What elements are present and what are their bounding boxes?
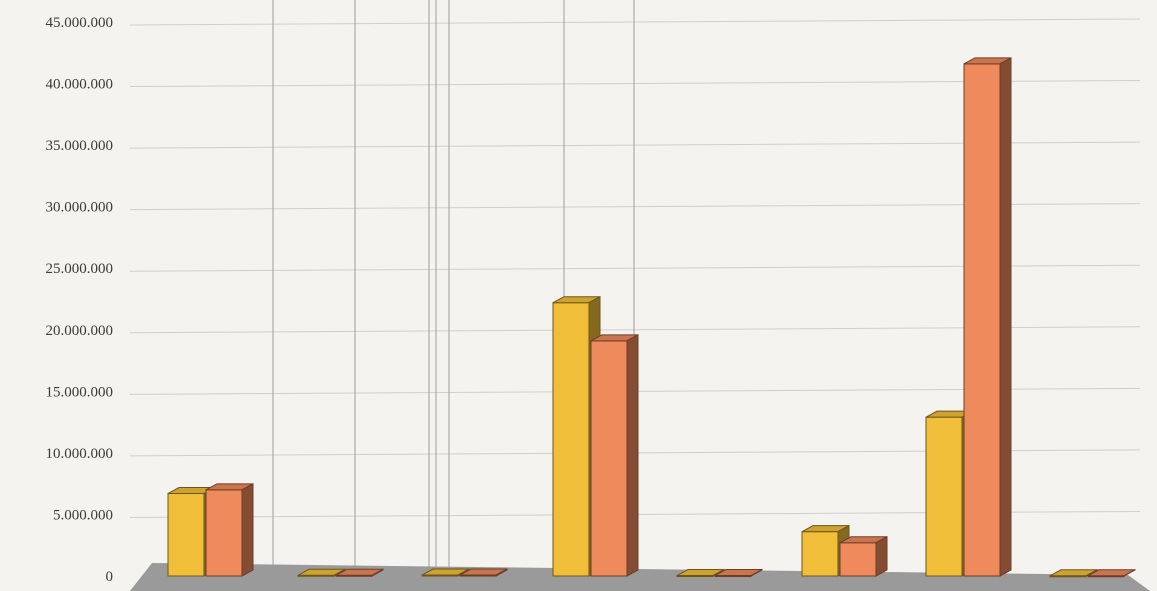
bar-side bbox=[241, 482, 254, 577]
bar-side bbox=[495, 568, 508, 577]
chart-floor-plane bbox=[130, 563, 1150, 591]
bars bbox=[167, 57, 1136, 578]
chart-floor bbox=[130, 563, 1150, 591]
y-tick-label: 35.000.000 bbox=[46, 138, 114, 154]
y-tick-label: 15.000.000 bbox=[46, 384, 114, 400]
bar-s2-c4 bbox=[590, 334, 639, 577]
bar-s1-c3 bbox=[421, 568, 470, 577]
y-axis-tick-labels: 0 5.000.000 10.000.000 15.000.000 20.000.000… bbox=[46, 15, 114, 585]
bar-side bbox=[875, 535, 888, 577]
y-tick-label: 40.000.000 bbox=[46, 77, 114, 93]
bar-side bbox=[712, 568, 725, 577]
y-tick-label: 0 bbox=[106, 569, 114, 585]
bar-side bbox=[371, 568, 384, 577]
y-tick-label: 45.000.000 bbox=[46, 15, 114, 31]
bar-s2-c7 bbox=[963, 57, 1012, 577]
bar-face bbox=[963, 63, 1001, 577]
bar-s2-c3 bbox=[459, 568, 508, 577]
grid bbox=[129, 18, 1141, 518]
y-tick-label: 10.000.000 bbox=[46, 446, 114, 462]
bar-face bbox=[925, 416, 963, 577]
bar-face bbox=[552, 302, 590, 577]
y-tick-label: 5.000.000 bbox=[53, 507, 113, 523]
bar-side bbox=[626, 334, 639, 577]
bar-face bbox=[205, 489, 243, 577]
bar-s1-c8 bbox=[1049, 568, 1098, 578]
bar-s1-c5 bbox=[676, 568, 725, 578]
bar-side bbox=[999, 57, 1012, 577]
bar-s2-c8 bbox=[1087, 568, 1136, 578]
bar-face bbox=[167, 493, 205, 577]
bar-s2-c5 bbox=[714, 568, 763, 578]
y-tick-label: 30.000.000 bbox=[46, 200, 114, 216]
bar-s2-c6 bbox=[839, 535, 888, 577]
bar-s2-c1 bbox=[205, 482, 254, 577]
bar-face bbox=[590, 340, 628, 577]
bar-face bbox=[801, 531, 839, 577]
bar-face bbox=[839, 542, 877, 577]
y-tick-label: 25.000.000 bbox=[46, 261, 114, 277]
bar-s2-c2 bbox=[335, 568, 384, 577]
bar-side bbox=[750, 568, 763, 577]
bar-side bbox=[1085, 568, 1098, 577]
gridline bbox=[129, 18, 1141, 26]
y-tick-label: 20.000.000 bbox=[46, 323, 114, 339]
bar-side bbox=[1123, 568, 1136, 577]
